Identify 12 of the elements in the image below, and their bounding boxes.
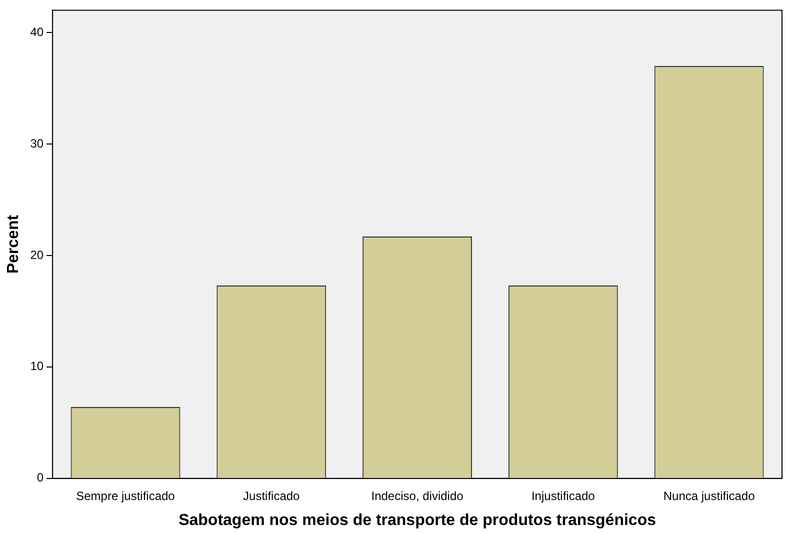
y-tick-label: 20 (30, 248, 44, 262)
y-tick-label: 40 (30, 24, 44, 39)
x-tick-label: Indeciso, dividido (371, 488, 464, 503)
x-tick-label: Injustificado (531, 488, 596, 503)
x-tick-label: Nunca justificado (663, 488, 756, 503)
x-tick-label: Sempre justificado (76, 488, 176, 503)
y-axis-title: Percent (5, 214, 22, 274)
x-axis-title: Sabotagem nos meios de transporte de produtos transgénicos (178, 512, 656, 529)
y-tick-label: 0 (36, 470, 44, 485)
x-tick-label: Justificado (243, 488, 300, 503)
y-tick-label: 30 (30, 136, 44, 150)
y-tick-label: 10 (30, 359, 44, 374)
